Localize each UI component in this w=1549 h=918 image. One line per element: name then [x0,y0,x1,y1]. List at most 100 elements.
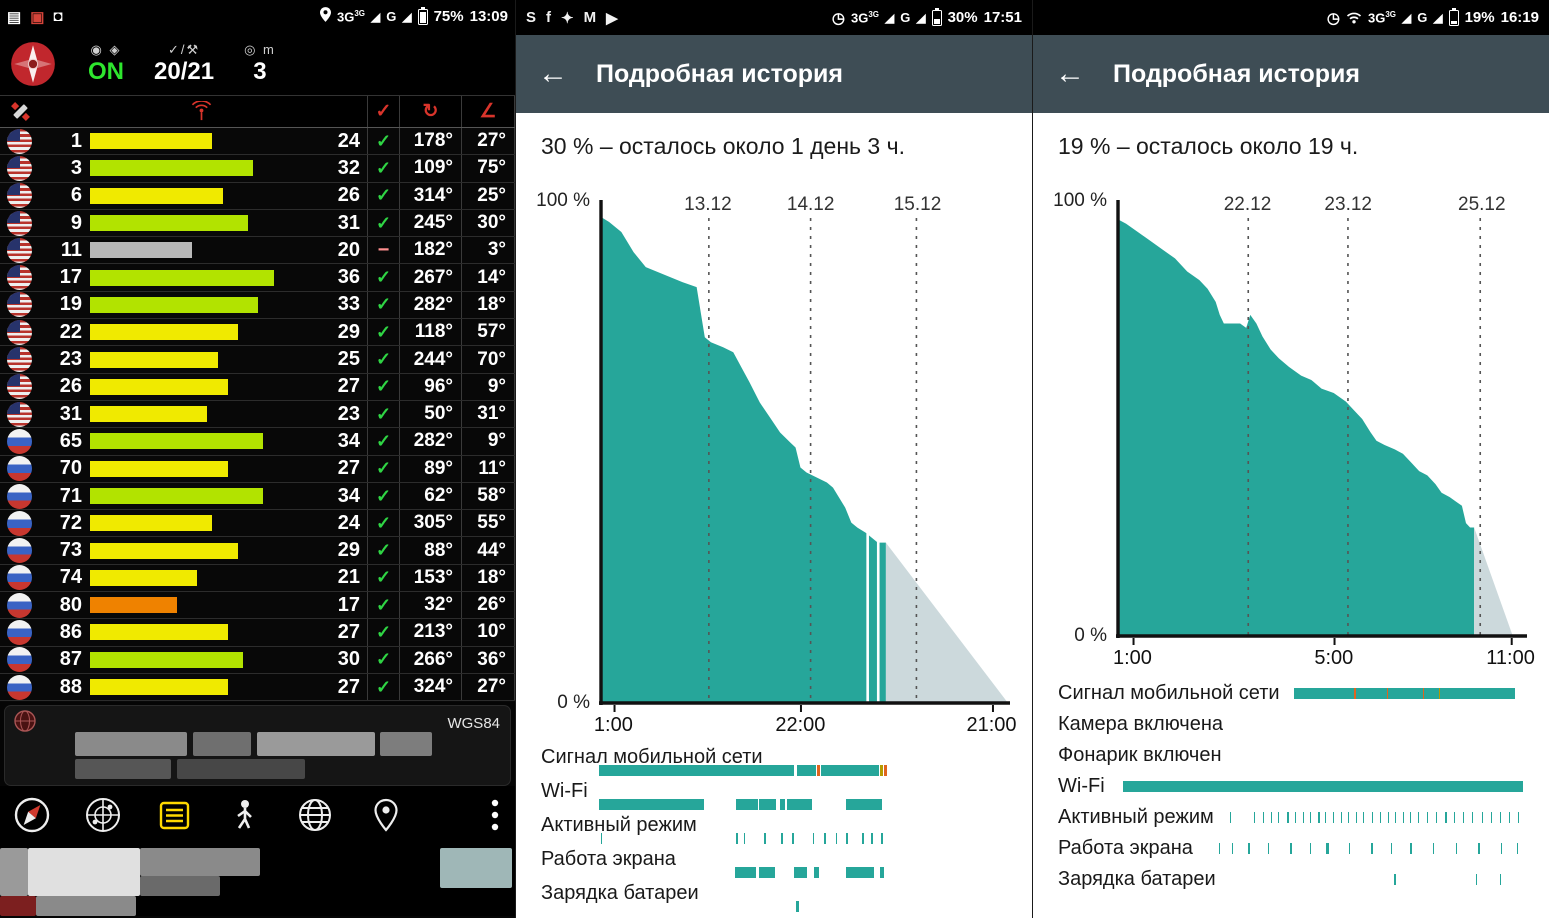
snr-value: 29 [337,539,360,562]
snr-value: 31 [337,211,360,234]
activity-segment [792,833,794,844]
bottom-toolbar [0,786,515,844]
satellite-prn: 80 [59,593,82,616]
battery-level-area [599,200,1010,705]
blurred-region [440,848,512,888]
network-type-3g: 3G3G [850,9,879,26]
gps-status-app: ▤ ▣ ◘ 3G3G ◢ G ◢ 75% 13:09 ◉ ◈ ON [0,0,515,918]
activity-row: Зарядка батареи [541,881,1010,915]
skyplot-tab-button[interactable] [81,793,125,837]
clock: 16:19 [1500,9,1539,26]
activity-segment [759,799,776,810]
blurred-coordinates [380,732,432,756]
signal-strength-icon-2: ◢ [916,10,926,25]
activity-segment [1517,812,1519,823]
wifi-icon [1346,11,1362,24]
battery-icon [417,6,428,25]
satellite-prn: 22 [59,320,82,343]
activity-track [1203,843,1527,854]
network-type-3g: 3G3G [336,8,365,25]
activity-rows: Сигнал мобильной сети Wi-Fi Активный режим… [541,745,1010,915]
x-axis-label: 22:00 [775,705,826,736]
snr-bar-fill [90,542,238,559]
used-flag-icon: ✓ [367,592,399,619]
network-type-g: G [386,9,397,24]
battery-icon [1448,7,1459,26]
used-flag-icon: ✓ [367,400,399,428]
back-button[interactable]: ← [538,57,568,90]
activity-segment [1122,781,1523,792]
satellites-ratio: 20/21 [154,57,215,85]
location-tab-button[interactable] [364,793,408,837]
satellite-list[interactable]: 1 24 ✓ 178° 27° 3 32 ✓ 109° 75° 6 26 ✓ 314° 25° 9 31 ✓ 245… [0,128,515,702]
elevation-value: 70° [461,346,515,373]
satellite-row: 72 24 ✓ 305° 55° [0,510,515,538]
azimuth-value: 109° [399,155,461,182]
activity-segment [1290,843,1292,854]
activity-segment [599,799,705,810]
satellite-prn: 3 [70,156,82,179]
snr-value: 26 [337,184,360,207]
azimuth-value: 282° [399,428,461,455]
activity-track [1290,688,1527,699]
activity-segment [884,765,887,776]
activity-segment [736,799,758,810]
used-flag-icon: ✓ [367,673,399,701]
snr-bar [84,133,319,150]
snr-bar [84,651,319,668]
activity-segment [743,833,746,844]
activity-segment [821,765,879,776]
snr-bar-fill [90,133,213,150]
activity-segment [1436,812,1438,823]
activity-segment [1390,843,1392,854]
battery-percent: 75% [433,8,464,25]
azimuth-value: 96° [399,373,461,400]
network-type-g: G [1417,10,1428,25]
snr-value: 27 [337,675,360,698]
snr-value: 17 [337,593,360,616]
date-label: 23.12 [1324,194,1372,215]
blurred-coordinates [257,732,375,756]
snr-value: 20 [337,238,360,261]
activity-rows: Сигнал мобильной сети Камера включена Фона… [1058,678,1527,895]
satellite-row: 70 27 ✓ 89° 11° [0,455,515,483]
activity-segment [1332,812,1334,823]
activity-segment [735,867,756,878]
compass-tab-button[interactable] [10,793,54,837]
azimuth-value: 244° [399,346,461,373]
battery-history-chart: 100 % 0 % 13.12 14.12 15.12 [536,190,1010,713]
activity-segment [1317,812,1320,823]
gps-status-icons: ◉ ◈ [90,41,122,57]
overflow-menu-button[interactable] [485,793,505,837]
activity-segment [1387,812,1389,823]
activity-segment [880,833,883,844]
ru-flag-icon [7,456,32,482]
satellite-table-header: ✓ ↻ ∠ [0,95,515,128]
alarm-icon: ◷ [1326,9,1340,27]
battery-percent: 30% [947,9,978,26]
snr-bar [84,433,319,450]
activity-segment [779,799,785,810]
satellite-row: 1 24 ✓ 178° 27° [0,128,515,156]
elevation-value: 57° [461,319,515,346]
satellite-list-tab-button-active[interactable] [152,793,196,837]
pedestrian-tab-button[interactable] [222,793,266,837]
us-flag-icon [7,347,32,373]
y-axis-min-label: 0 % [557,692,590,713]
elevation-value: 27° [461,128,515,155]
activity-label: Сигнал мобильной сети [1058,682,1280,704]
back-button[interactable]: ← [1055,57,1085,90]
used-flag-icon: ✓ [367,455,399,482]
activity-segment [1410,843,1412,854]
satellite-row: 17 36 ✓ 267° 14° [0,264,515,292]
accuracy-counter: ◎ m 3 [244,42,276,86]
snr-bar-fill [90,242,192,259]
activity-segment [796,901,799,912]
activity-track [1115,781,1527,792]
satellite-column-icon [0,96,40,127]
globe-tab-button[interactable] [293,793,337,837]
globe-icon [13,709,37,738]
x-axis-label: 5:00 [1314,638,1354,669]
satellites-used-counter: ✓/⚒ 20/21 [154,42,215,86]
battery-history-screen-2: ◷ 3G3G ◢ G ◢ 19% 16:19 ← Подробная истор… [1032,0,1549,918]
